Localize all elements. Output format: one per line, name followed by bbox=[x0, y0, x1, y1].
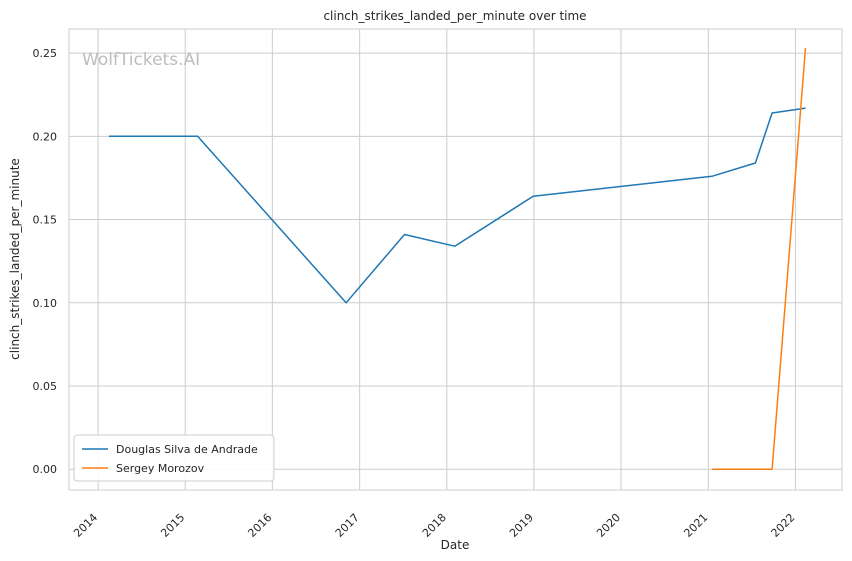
legend-label-0: Douglas Silva de Andrade bbox=[116, 443, 258, 456]
x-tick-label: 2015 bbox=[158, 511, 187, 540]
y-tick-label: 0.15 bbox=[33, 214, 58, 227]
y-tick-label: 0.20 bbox=[33, 130, 58, 143]
y-axis-label: clinch_strikes_landed_per_minute bbox=[8, 158, 22, 360]
x-tick-label: 2018 bbox=[420, 511, 449, 540]
chart-title: clinch_strikes_landed_per_minute over ti… bbox=[323, 9, 586, 23]
x-axis-label: Date bbox=[441, 538, 470, 552]
x-tick-label: 2017 bbox=[333, 511, 362, 540]
x-tick-label: 2021 bbox=[681, 511, 710, 540]
y-tick-label: 0.05 bbox=[33, 380, 58, 393]
x-tick-label: 2019 bbox=[507, 511, 536, 540]
watermark: WolfTickets.AI bbox=[82, 50, 200, 70]
x-axis-ticks: 2014 2015 2016 2017 2018 2019 2020 2021 2022 bbox=[71, 511, 797, 540]
y-axis-ticks: 0.00 0.05 0.10 0.15 0.20 0.25 bbox=[33, 47, 58, 476]
legend-label-1: Sergey Morozov bbox=[116, 462, 205, 475]
x-tick-label: 2022 bbox=[769, 511, 798, 540]
y-tick-label: 0.25 bbox=[33, 47, 58, 60]
plot-frame bbox=[68, 28, 843, 491]
y-tick-label: 0.00 bbox=[33, 463, 58, 476]
legend: Douglas Silva de Andrade Sergey Morozov bbox=[73, 434, 275, 482]
series-line-0 bbox=[108, 107, 806, 304]
y-tick-label: 0.10 bbox=[33, 297, 58, 310]
legend-box bbox=[73, 434, 275, 482]
axes-frame bbox=[68, 28, 843, 491]
plot-background bbox=[69, 29, 842, 490]
x-tick-label: 2020 bbox=[594, 511, 623, 540]
gridlines bbox=[69, 29, 842, 490]
series-line-1 bbox=[711, 48, 807, 470]
series-layer bbox=[108, 48, 807, 470]
x-tick-label: 2016 bbox=[245, 511, 274, 540]
x-tick-label: 2014 bbox=[71, 511, 100, 540]
